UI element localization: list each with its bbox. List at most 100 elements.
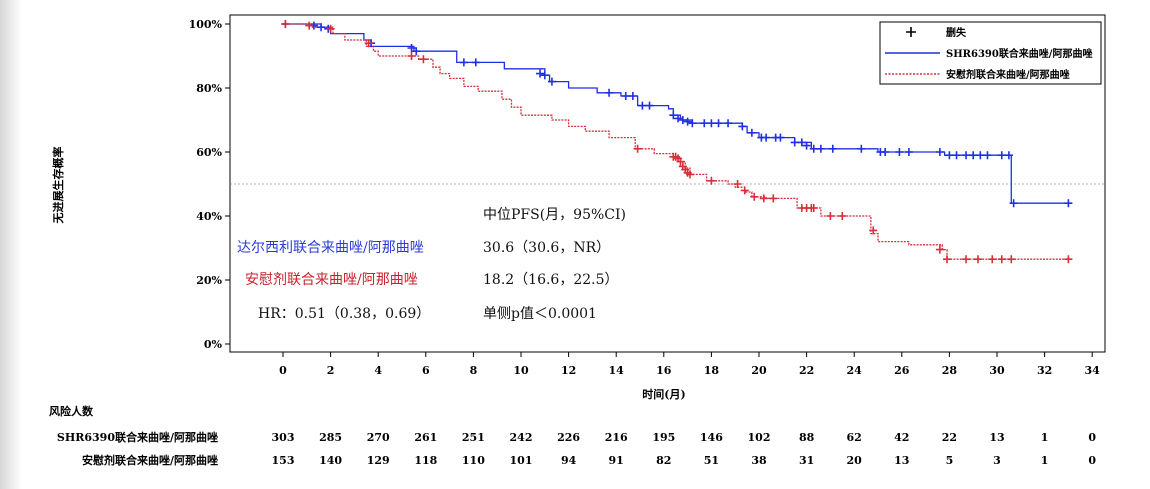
risk-value-placebo: 0 [1088, 454, 1096, 467]
censor-mark-shr6390 [1004, 151, 1013, 160]
censor-mark-shr6390 [976, 151, 985, 160]
y-axis-ticks: 0% 20% 40% 60% 80% 100% [189, 18, 230, 351]
annotation-hr: HR：0.51（0.38，0.69） [258, 306, 430, 322]
censor-mark-shr6390 [536, 69, 545, 78]
y-tick-label: 100% [189, 18, 223, 31]
censor-mark-shr6390 [471, 58, 480, 67]
risk-row-label-red: 安慰剂联合来曲唑/阿那曲唑 [82, 453, 218, 467]
censor-mark-placebo [769, 194, 778, 203]
risk-value-shr6390: 261 [414, 431, 437, 444]
censor-mark-shr6390 [683, 117, 692, 126]
risk-value-shr6390: 146 [700, 431, 723, 444]
risk-value-placebo: 140 [319, 454, 342, 467]
censor-mark-shr6390 [828, 144, 837, 153]
censor-mark-placebo [988, 255, 997, 264]
x-tick-label: 10 [513, 364, 529, 377]
risk-value-placebo: 91 [609, 454, 624, 467]
y-axis-title: 无进展生存概率 [51, 147, 65, 225]
risk-table: 风险人数 SHR6390联合来曲唑/阿那曲唑 安慰剂联合来曲唑/阿那曲唑 303… [49, 404, 1096, 467]
censor-mark-shr6390 [904, 148, 913, 156]
annotation-red-label: 安慰剂联合来曲唑/阿那曲唑 [245, 271, 418, 288]
x-tick-label: 18 [704, 364, 720, 377]
censor-mark-placebo [419, 55, 428, 64]
risk-value-placebo: 51 [704, 454, 719, 467]
x-tick-label: 22 [799, 364, 814, 377]
censor-mark-placebo [733, 180, 742, 188]
risk-value-shr6390: 285 [319, 431, 342, 444]
risk-value-shr6390: 251 [462, 431, 485, 444]
risk-value-shr6390: 216 [605, 431, 628, 444]
censor-mark-shr6390 [407, 44, 416, 52]
censor-mark-shr6390 [952, 151, 961, 160]
censor-mark-shr6390 [881, 148, 890, 156]
censor-mark-placebo [997, 255, 1006, 264]
censor-mark-placebo [407, 52, 416, 60]
censor-mark-placebo [633, 144, 642, 153]
y-tick-label: 40% [196, 210, 222, 223]
censor-mark-placebo [326, 24, 335, 33]
x-tick-label: 28 [942, 364, 958, 377]
legend: 删失 SHR6390联合来曲唑/阿那曲唑 安慰剂联合来曲唑/阿那曲唑 [879, 21, 1102, 85]
x-axis-title: 时间(月) [642, 387, 685, 401]
x-tick-label: 14 [609, 364, 625, 377]
censor-mark-shr6390 [895, 148, 904, 156]
censor-mark-placebo [740, 186, 749, 195]
risk-value-placebo: 110 [462, 454, 485, 467]
censor-mark-shr6390 [945, 151, 954, 160]
x-tick-label: 26 [894, 364, 910, 377]
censor-mark-placebo [685, 170, 694, 179]
censor-mark-placebo [809, 204, 818, 212]
censor-mark-placebo [759, 194, 768, 203]
risk-value-shr6390: 22 [942, 431, 957, 444]
plot-border [229, 14, 1106, 353]
risk-value-placebo: 31 [799, 454, 814, 467]
censor-mark-placebo [305, 21, 314, 30]
censor-mark-shr6390 [816, 144, 825, 153]
risk-value-placebo: 38 [751, 454, 767, 467]
censor-mark-shr6390 [724, 119, 733, 128]
censor-marks [281, 20, 1073, 264]
censor-mark-shr6390 [714, 119, 723, 128]
page-edge-shadow [0, 0, 22, 489]
x-tick-label: 32 [1037, 364, 1052, 377]
censor-mark-shr6390 [688, 119, 697, 128]
censor-mark-shr6390 [797, 138, 806, 147]
censor-mark-shr6390 [669, 111, 678, 120]
censor-mark-shr6390 [540, 71, 549, 80]
legend-entry-blue: SHR6390联合来曲唑/阿那曲唑 [946, 47, 1092, 60]
censor-mark-shr6390 [802, 141, 811, 150]
censor-mark-placebo [869, 226, 878, 235]
censor-mark-shr6390 [857, 144, 866, 153]
censor-mark-placebo [973, 255, 982, 264]
risk-value-shr6390: 303 [272, 431, 295, 444]
censor-mark-shr6390 [678, 116, 687, 124]
censor-mark-shr6390 [621, 92, 630, 100]
y-tick-label: 20% [196, 274, 222, 287]
y-tick-label: 60% [196, 146, 222, 159]
risk-value-placebo: 82 [656, 454, 671, 467]
x-tick-label: 30 [989, 364, 1005, 377]
risk-table-title: 风险人数 [49, 404, 94, 418]
risk-value-shr6390: 270 [367, 431, 390, 444]
x-tick-label: 20 [751, 364, 767, 377]
censor-mark-shr6390 [459, 58, 468, 67]
censor-mark-shr6390 [317, 23, 326, 32]
plot-frame [229, 14, 1106, 353]
censor-mark-shr6390 [997, 151, 1006, 160]
censor-mark-placebo [1064, 255, 1073, 264]
risk-value-shr6390: 102 [748, 431, 771, 444]
risk-value-shr6390: 226 [557, 431, 580, 444]
censor-mark-placebo [838, 212, 847, 220]
x-tick-label: 2 [327, 364, 335, 377]
risk-value-placebo: 94 [561, 454, 577, 467]
x-tick-label: 16 [656, 364, 672, 377]
risk-row-label-blue: SHR6390联合来曲唑/阿那曲唑 [57, 430, 218, 444]
censor-mark-shr6390 [1064, 199, 1073, 208]
risk-value-placebo: 20 [847, 454, 863, 467]
legend-censor-icon [906, 27, 916, 37]
annotation-red-value: 18.2（16.6，22.5） [483, 272, 619, 288]
censor-mark-shr6390 [962, 151, 971, 160]
risk-value-shr6390: 242 [510, 431, 533, 444]
censor-mark-placebo [943, 255, 952, 264]
